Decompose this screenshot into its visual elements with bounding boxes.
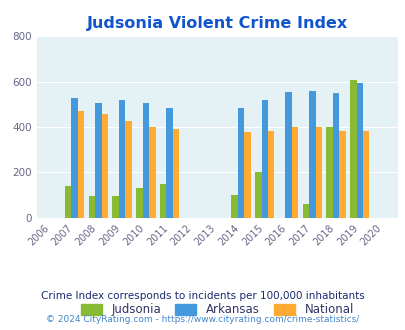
Bar <box>160 184 166 218</box>
Bar <box>362 131 369 218</box>
Bar <box>356 83 362 218</box>
Bar <box>101 114 108 218</box>
Bar <box>302 204 308 218</box>
Bar <box>326 127 332 218</box>
Bar <box>339 131 345 218</box>
Bar <box>119 100 125 218</box>
Bar <box>166 108 173 218</box>
Bar <box>267 131 274 218</box>
Bar <box>125 121 132 218</box>
Bar <box>71 98 78 218</box>
Bar <box>237 108 243 218</box>
Title: Judsonia Violent Crime Index: Judsonia Violent Crime Index <box>86 16 347 31</box>
Bar <box>149 127 155 218</box>
Bar <box>254 172 261 218</box>
Bar <box>142 103 149 218</box>
Bar <box>173 129 179 218</box>
Bar <box>308 91 315 218</box>
Bar <box>285 92 291 218</box>
Bar <box>315 127 321 218</box>
Legend: Judsonia, Arkansas, National: Judsonia, Arkansas, National <box>77 300 356 320</box>
Bar <box>261 100 267 218</box>
Bar <box>291 127 297 218</box>
Bar <box>89 196 95 218</box>
Bar <box>112 196 119 218</box>
Bar <box>65 186 71 218</box>
Bar <box>332 93 339 218</box>
Bar <box>95 103 101 218</box>
Text: Crime Index corresponds to incidents per 100,000 inhabitants: Crime Index corresponds to incidents per… <box>41 291 364 301</box>
Bar <box>231 195 237 218</box>
Bar <box>350 80 356 218</box>
Bar <box>136 188 142 218</box>
Bar <box>78 111 84 218</box>
Text: © 2024 CityRating.com - https://www.cityrating.com/crime-statistics/: © 2024 CityRating.com - https://www.city… <box>46 315 359 324</box>
Bar <box>243 132 250 218</box>
